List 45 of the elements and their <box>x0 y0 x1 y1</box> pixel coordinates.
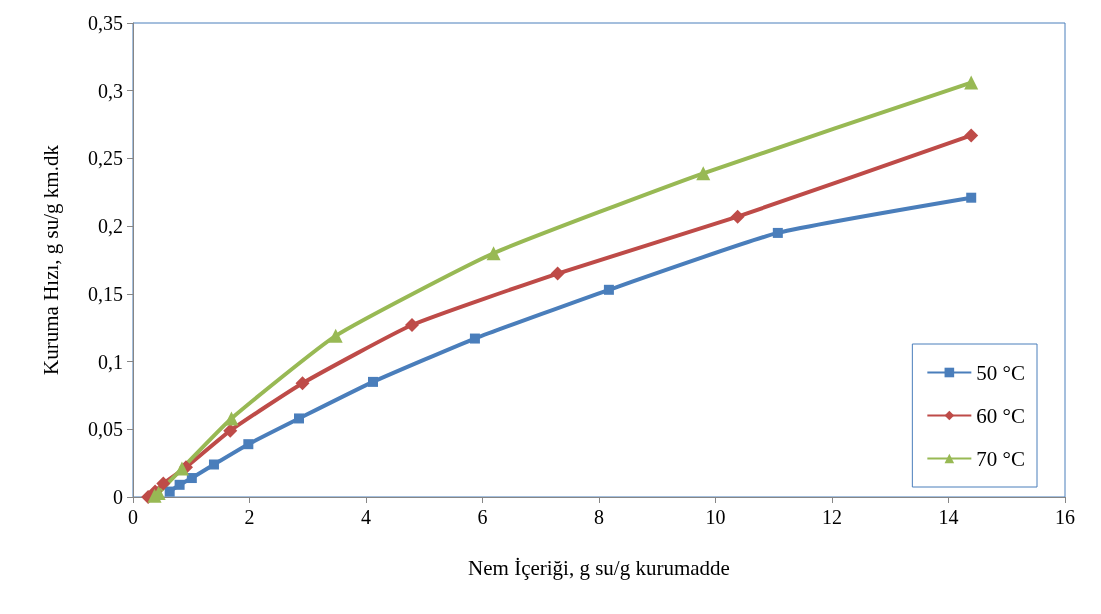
point <box>223 423 238 438</box>
point <box>405 318 420 333</box>
point <box>730 209 745 224</box>
y-tick-label: 0,05 <box>88 418 123 441</box>
point <box>966 192 977 203</box>
legend-label: 70 °C <box>976 446 1025 471</box>
x-tick-label: 4 <box>361 506 371 528</box>
x-tick-label: 6 <box>477 506 488 528</box>
point <box>603 284 614 295</box>
point <box>294 413 305 424</box>
point <box>469 333 480 344</box>
legend-label: 50 °C <box>976 360 1025 385</box>
x-tick-label: 10 <box>705 506 726 528</box>
y-tick-label: 0,35 <box>88 12 123 34</box>
point <box>174 479 185 490</box>
x-tick-label: 2 <box>244 506 255 528</box>
point <box>156 476 171 491</box>
y-tick-label: 0,1 <box>98 350 123 373</box>
x-tick-label: 0 <box>128 506 138 528</box>
point <box>486 246 501 261</box>
x-axis-title: Nem İçeriği, g su/g kurumadde <box>468 555 730 580</box>
y-tick-label: 0,15 <box>88 282 123 305</box>
y-tick-label: 0,25 <box>88 147 123 170</box>
y-tick-label: 0,2 <box>98 215 123 238</box>
x-tick-label: 12 <box>822 506 842 528</box>
point <box>295 376 310 391</box>
point <box>186 473 197 484</box>
point <box>367 376 378 387</box>
legend-label: 60 °C <box>976 403 1025 428</box>
point <box>243 439 254 450</box>
x-tick-label: 8 <box>594 506 604 528</box>
point <box>208 459 219 470</box>
y-axis-title: Kuruma Hızı, g su/g km.dk <box>38 144 63 375</box>
point <box>224 411 239 426</box>
y-tick-label: 0 <box>113 486 123 508</box>
x-tick-label: 16 <box>1055 506 1075 528</box>
point <box>772 227 783 238</box>
point <box>964 128 979 143</box>
x-tick-label: 14 <box>938 506 959 528</box>
point <box>696 166 711 181</box>
point <box>164 486 175 497</box>
point <box>328 328 343 343</box>
y-tick-label: 0,3 <box>98 79 123 102</box>
point <box>964 75 979 90</box>
point <box>550 266 565 281</box>
